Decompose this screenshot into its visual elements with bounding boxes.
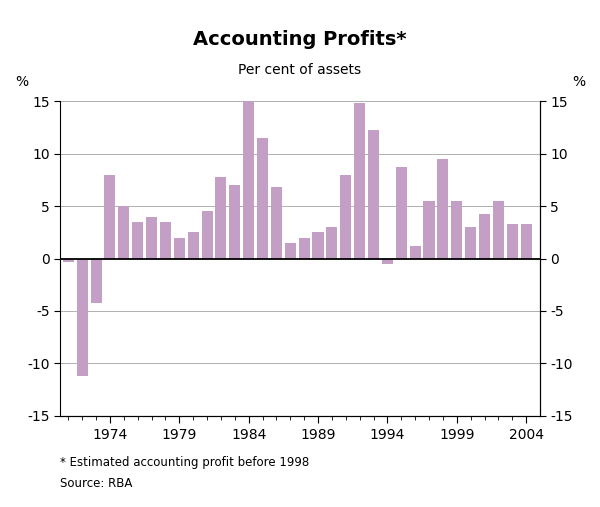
Bar [104,175,115,259]
Text: Accounting Profits*: Accounting Profits* [193,30,407,49]
Bar [285,243,296,259]
Bar [451,201,463,259]
Text: %: % [572,75,585,89]
Bar [243,96,254,259]
Bar [493,201,504,259]
Bar [257,138,268,259]
Bar [91,259,101,303]
Text: Source: RBA: Source: RBA [60,477,133,490]
Bar [215,177,226,259]
Text: * Estimated accounting profit before 1998: * Estimated accounting profit before 199… [60,456,309,469]
Bar [382,259,393,264]
Bar [118,206,130,259]
Bar [507,224,518,259]
Bar [521,224,532,259]
Bar [368,130,379,259]
Bar [410,246,421,259]
Bar [479,213,490,259]
Bar [174,238,185,259]
Bar [437,159,448,259]
Bar [313,232,323,259]
Bar [77,259,88,376]
Bar [271,187,282,259]
Bar [160,222,171,259]
Text: Per cent of assets: Per cent of assets [238,63,362,78]
Bar [396,167,407,259]
Bar [63,259,74,262]
Text: %: % [15,75,28,89]
Bar [326,227,337,259]
Bar [146,216,157,259]
Bar [340,175,352,259]
Bar [424,201,434,259]
Bar [229,185,241,259]
Bar [188,232,199,259]
Bar [202,211,212,259]
Bar [465,227,476,259]
Bar [354,103,365,259]
Bar [132,222,143,259]
Bar [299,238,310,259]
